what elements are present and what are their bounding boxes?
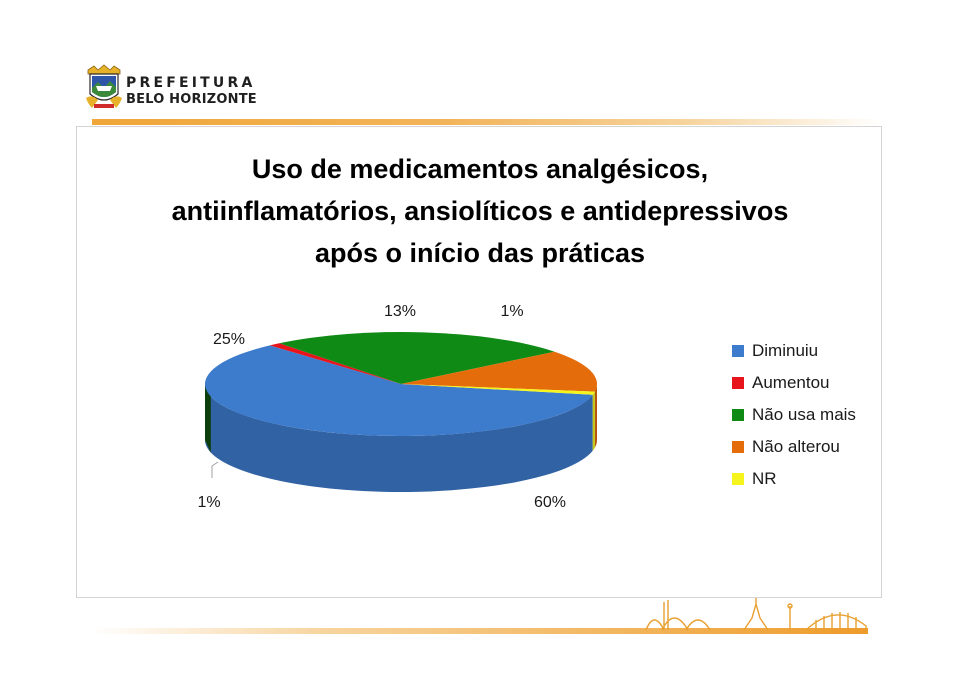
- prefeitura-logo-emblem: [86, 64, 122, 108]
- pie-side-diminuiu: [205, 384, 593, 492]
- header-decorative-band: [92, 119, 882, 125]
- legend-label-aumentou: Aumentou: [752, 373, 830, 392]
- pie-side-left-edge: [205, 384, 211, 453]
- chart-title-line-1: Uso de medicamentos analgésicos,: [251, 154, 709, 184]
- logo-text-prefeitura: PREFEITURA: [126, 75, 256, 91]
- chart-title: Uso de medicamentos analgésicos, antiinf…: [130, 148, 830, 274]
- legend-swatch-nao-alterou: [732, 441, 744, 453]
- legend-swatch-nao-usa-mais: [732, 409, 744, 421]
- logo-text-belo-horizonte: BELO HORIZONTE: [126, 92, 257, 107]
- legend-label-nao-alterou: Não alterou: [752, 437, 840, 456]
- pie-slice-diminuiu: [204, 345, 593, 436]
- legend-label-diminuiu: Diminuiu: [752, 341, 819, 360]
- data-label-nao-usa-mais: 25%: [213, 331, 245, 348]
- footer-decorative-band: [92, 628, 868, 634]
- pie-labels: 60% 1% 25% 13% 1%: [197, 303, 566, 511]
- chart-title-line-2: antiinflamatórios, ansiolíticos e antide…: [171, 196, 789, 226]
- pie-sides: [205, 384, 597, 492]
- leader-line-aumentou: [211, 461, 219, 478]
- legend-swatch-aumentou: [732, 377, 744, 389]
- legend-swatch-diminuiu: [732, 345, 744, 357]
- pie-side-nao-alterou: [594, 384, 597, 448]
- data-label-nr: 1%: [500, 303, 523, 320]
- pie-slice-aumentou: [269, 343, 401, 384]
- legend-label-nao-usa-mais: Não usa mais: [752, 405, 856, 424]
- city-skyline-icon: [645, 598, 867, 631]
- pie-side-nr: [592, 391, 595, 451]
- pie-slice-nao-usa-mais: [279, 332, 555, 384]
- data-label-aumentou: 1%: [197, 494, 220, 511]
- legend-label-nr: NR: [752, 469, 777, 488]
- chart-title-line-3: após o início das práticas: [314, 238, 646, 268]
- data-label-diminuiu: 60%: [534, 494, 566, 511]
- pie-tops: [204, 332, 597, 436]
- pie-slice-nr: [401, 384, 595, 395]
- data-label-nao-alterou: 13%: [384, 303, 416, 320]
- legend-swatch-nr: [732, 473, 744, 485]
- pie-slice-nao-alterou: [401, 351, 597, 392]
